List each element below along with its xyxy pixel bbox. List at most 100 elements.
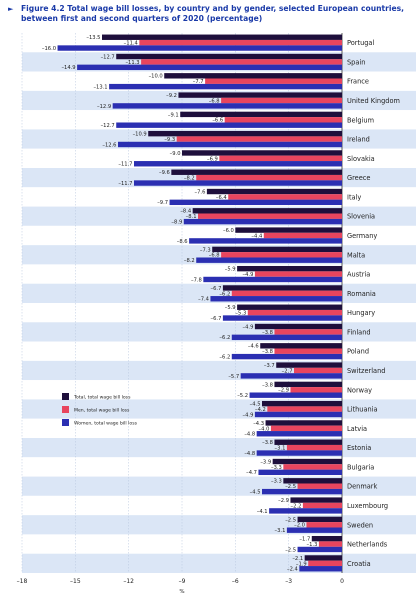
data-label: –6.7 xyxy=(211,286,222,292)
bar xyxy=(311,535,342,542)
bar xyxy=(169,199,342,206)
bar xyxy=(297,516,342,523)
bar xyxy=(224,117,342,123)
data-label: –6.8 xyxy=(209,253,220,259)
bar xyxy=(240,373,342,379)
bar xyxy=(294,367,342,374)
bar xyxy=(212,246,342,253)
data-label: –11.7 xyxy=(118,181,132,187)
data-label: –3.1 xyxy=(275,528,286,534)
data-label: –1.3 xyxy=(307,542,318,548)
category-label: Denmark xyxy=(347,483,377,491)
category-label: Germany xyxy=(347,232,377,240)
bar xyxy=(263,232,342,239)
figure-title-block: ► Figure 4.2 Total wage bill losses, by … xyxy=(8,4,408,24)
bar xyxy=(269,508,342,514)
bar xyxy=(249,392,342,398)
data-label: –2.4 xyxy=(287,567,299,573)
data-label: –12.7 xyxy=(101,123,115,129)
bar xyxy=(283,478,342,484)
bar xyxy=(272,458,342,465)
bar xyxy=(308,560,342,567)
bar xyxy=(297,546,342,553)
bar xyxy=(118,141,342,148)
data-label: –5.2 xyxy=(237,393,248,399)
bar xyxy=(260,343,342,349)
bar xyxy=(267,406,342,412)
category-label: Belgium xyxy=(347,116,374,124)
title-arrow-icon: ► xyxy=(8,5,14,13)
bar xyxy=(306,522,342,528)
data-label: –1.7 xyxy=(299,537,310,543)
legend-swatch xyxy=(62,419,69,426)
bar xyxy=(182,150,342,156)
data-label: –8.1 xyxy=(186,214,197,220)
data-label: –3.8 xyxy=(262,330,273,336)
data-label: –4.8 xyxy=(244,432,255,438)
data-label: –11.4 xyxy=(124,41,139,47)
data-label: –6.9 xyxy=(207,156,218,162)
data-label: –4.9 xyxy=(243,272,254,278)
bar xyxy=(221,97,342,104)
data-label: –4.8 xyxy=(244,451,255,457)
category-label: Norway xyxy=(347,386,372,394)
legend-swatch xyxy=(62,393,69,400)
data-label: –2.9 xyxy=(278,498,289,504)
category-label: Bulgaria xyxy=(347,463,374,471)
data-label: –4.4 xyxy=(251,233,263,239)
data-label: –9.2 xyxy=(166,93,177,99)
data-label: –7.6 xyxy=(195,189,206,195)
category-label: Romania xyxy=(347,290,376,298)
bar xyxy=(283,464,342,470)
bar xyxy=(198,213,342,219)
data-label: –2.5 xyxy=(285,517,296,523)
data-label: –4.9 xyxy=(243,412,254,418)
bar xyxy=(178,92,342,98)
category-label: United Kingdom xyxy=(347,97,400,105)
bar xyxy=(304,555,342,561)
data-label: –6.4 xyxy=(216,195,228,201)
bar xyxy=(231,290,342,297)
data-label: –2.5 xyxy=(285,547,296,553)
bar xyxy=(228,194,342,200)
data-label: –7.4 xyxy=(198,297,210,303)
data-label: –4.5 xyxy=(250,402,261,408)
bar xyxy=(222,315,342,321)
category-label: Switzerland xyxy=(347,367,385,375)
bar xyxy=(183,218,342,225)
legend-swatch xyxy=(62,406,69,413)
data-label: –11.7 xyxy=(118,162,132,168)
data-label: –3.8 xyxy=(262,382,273,388)
bar xyxy=(286,527,342,533)
bar xyxy=(164,73,342,79)
category-label: Hungary xyxy=(347,309,375,317)
x-tick-label: –18 xyxy=(17,578,28,585)
bar xyxy=(237,304,342,310)
category-label: Netherlands xyxy=(347,541,388,549)
figure-title: Figure 4.2 Total wage bill losses, by co… xyxy=(21,4,405,23)
data-label: –14.9 xyxy=(61,65,75,71)
legend-label: Men, total wage bill loss xyxy=(74,408,130,414)
category-label: Austria xyxy=(347,271,370,279)
category-label: Luxembourg xyxy=(347,502,388,510)
category-label: Portugal xyxy=(347,39,374,47)
data-label: –6.0 xyxy=(223,228,234,234)
data-label: –4.1 xyxy=(257,509,268,515)
bar xyxy=(274,381,342,388)
bar xyxy=(221,252,342,258)
legend-label: Women, total wage bill loss xyxy=(74,421,138,427)
data-label: –3.3 xyxy=(271,465,282,471)
category-label: Lithuania xyxy=(347,406,378,414)
bar xyxy=(256,431,342,437)
category-label: Poland xyxy=(347,348,369,356)
data-label: –3.7 xyxy=(264,363,275,369)
bar xyxy=(116,122,342,128)
data-label: –2.2 xyxy=(291,503,302,509)
data-label: –2.1 xyxy=(292,556,303,562)
data-label: –2.7 xyxy=(282,368,293,374)
data-label: –3.8 xyxy=(262,349,273,355)
data-label: –9.0 xyxy=(170,151,181,157)
bar xyxy=(270,425,342,432)
data-label: –12.9 xyxy=(97,104,111,110)
